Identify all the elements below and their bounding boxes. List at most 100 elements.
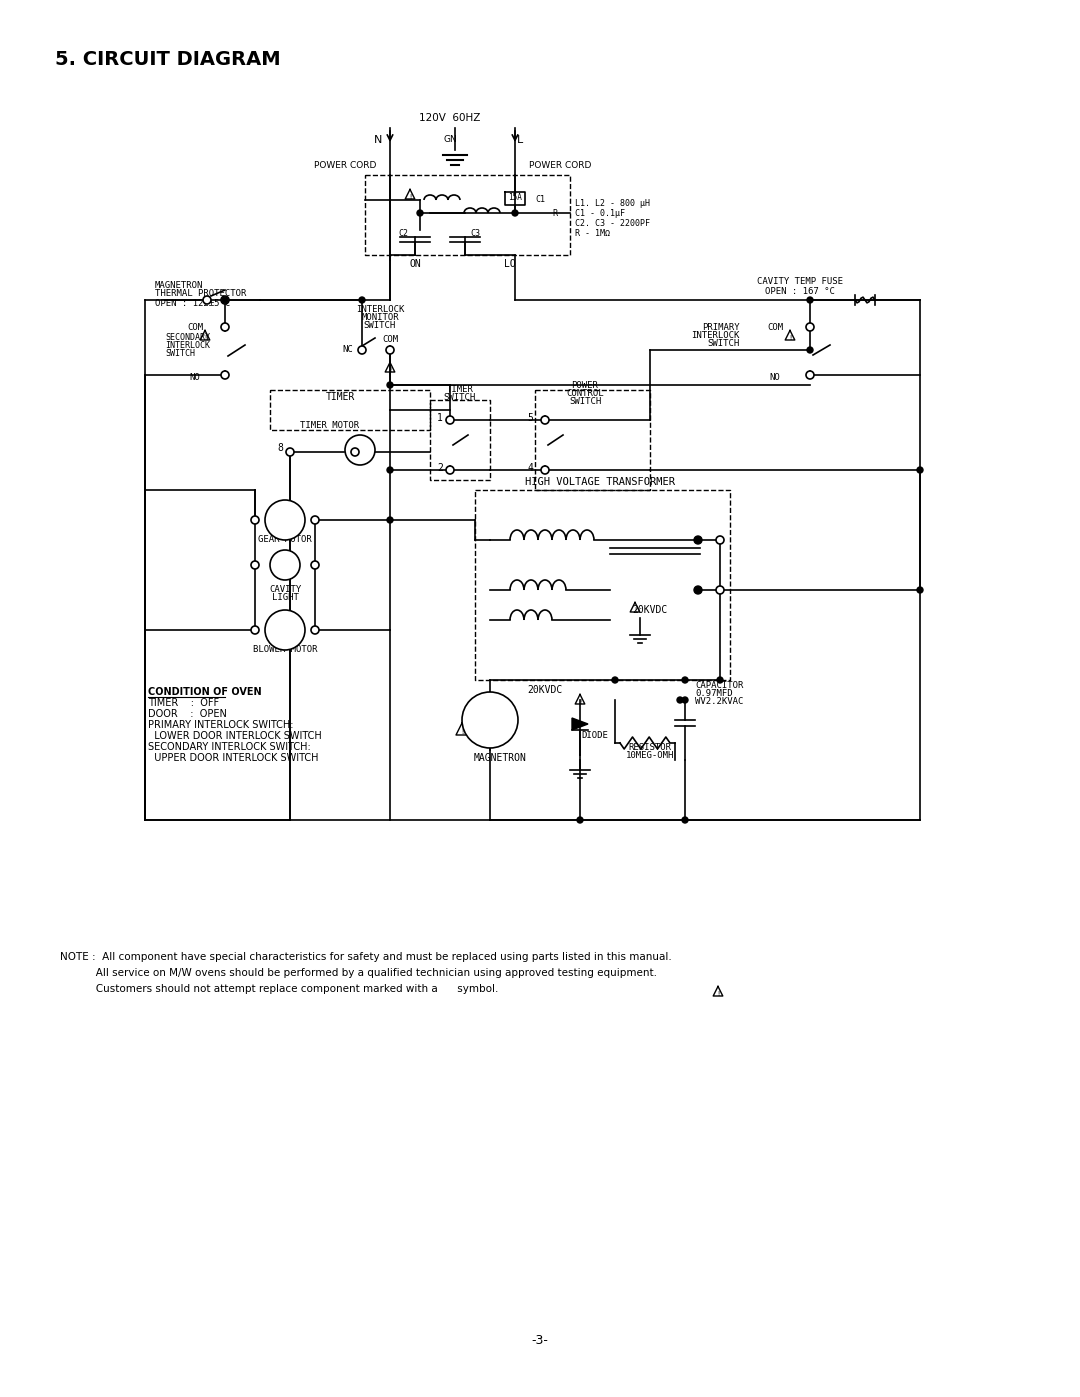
Text: 20KVDC: 20KVDC: [527, 685, 563, 694]
Text: GEAR MOTOR: GEAR MOTOR: [258, 535, 312, 545]
Text: CONTROL: CONTROL: [566, 388, 604, 398]
Text: SWITCH: SWITCH: [165, 348, 195, 358]
Text: 5: 5: [527, 414, 532, 423]
Circle shape: [446, 416, 454, 425]
Text: 120V  60HZ: 120V 60HZ: [419, 113, 481, 123]
Text: Customers should not attempt replace component marked with a      symbol.: Customers should not attempt replace com…: [60, 983, 498, 995]
Text: TIMER: TIMER: [446, 386, 473, 394]
Text: BLOWER MOTOR: BLOWER MOTOR: [253, 645, 318, 655]
Text: ON: ON: [409, 258, 421, 270]
Text: C2: C2: [399, 229, 408, 237]
Circle shape: [512, 210, 518, 217]
Text: INTERLOCK: INTERLOCK: [165, 341, 210, 349]
Text: LIGHT: LIGHT: [271, 594, 298, 602]
Text: HIGH VOLTAGE TRANSFORMER: HIGH VOLTAGE TRANSFORMER: [525, 476, 675, 488]
Circle shape: [387, 467, 393, 474]
Circle shape: [807, 346, 813, 353]
Text: POWER: POWER: [571, 380, 598, 390]
Text: !: !: [788, 335, 792, 341]
Circle shape: [221, 323, 229, 331]
Text: !: !: [578, 698, 582, 705]
Circle shape: [541, 467, 549, 474]
Text: SECONDARY: SECONDARY: [165, 332, 210, 341]
Text: -3-: -3-: [531, 1334, 549, 1347]
Text: SECONDARY INTERLOCK SWITCH:: SECONDARY INTERLOCK SWITCH:: [148, 742, 311, 752]
Circle shape: [681, 697, 688, 703]
Text: !: !: [203, 335, 207, 341]
Text: TIMER: TIMER: [325, 393, 354, 402]
Circle shape: [311, 515, 319, 524]
Text: COM: COM: [382, 335, 399, 345]
Text: GN: GN: [443, 136, 457, 144]
Text: CAVITY TEMP FUSE: CAVITY TEMP FUSE: [757, 278, 843, 286]
Text: C1 - 0.1μF: C1 - 0.1μF: [575, 208, 625, 218]
Circle shape: [251, 626, 259, 634]
Text: 7: 7: [362, 443, 368, 453]
Text: PRIMARY: PRIMARY: [702, 323, 740, 331]
Circle shape: [221, 372, 229, 379]
Text: !: !: [388, 367, 392, 373]
Text: R: R: [553, 208, 557, 218]
Circle shape: [251, 562, 259, 569]
Circle shape: [917, 467, 923, 474]
Text: NC: NC: [342, 345, 353, 355]
Text: 0.97MFD: 0.97MFD: [696, 689, 732, 697]
Circle shape: [807, 298, 813, 303]
Text: 15A: 15A: [508, 194, 522, 203]
Text: All service on M/W ovens should be performed by a qualified technician using app: All service on M/W ovens should be perfo…: [60, 968, 657, 978]
Text: 4: 4: [527, 462, 532, 474]
Text: SWITCH: SWITCH: [569, 397, 602, 405]
Text: !: !: [460, 729, 464, 735]
Text: C2. C3 - 2200PF: C2. C3 - 2200PF: [575, 218, 650, 228]
Text: C1: C1: [535, 196, 545, 204]
Text: SWITCH: SWITCH: [444, 394, 476, 402]
Text: WV2.2KVAC: WV2.2KVAC: [696, 697, 743, 705]
Text: NO: NO: [190, 373, 201, 383]
Text: DOOR    :  OPEN: DOOR : OPEN: [148, 710, 227, 719]
Circle shape: [286, 448, 294, 455]
Circle shape: [387, 517, 393, 522]
Circle shape: [221, 296, 229, 305]
Circle shape: [359, 298, 365, 303]
Text: INTERLOCK: INTERLOCK: [355, 306, 404, 314]
Circle shape: [677, 697, 683, 703]
Text: 5. CIRCUIT DIAGRAM: 5. CIRCUIT DIAGRAM: [55, 50, 281, 68]
Circle shape: [917, 587, 923, 592]
Circle shape: [351, 448, 359, 455]
Text: DIODE: DIODE: [581, 731, 608, 739]
Text: INTERLOCK: INTERLOCK: [691, 331, 740, 339]
Text: C3: C3: [470, 229, 480, 237]
Text: OPEN : 122±5°C: OPEN : 122±5°C: [156, 299, 230, 307]
Circle shape: [681, 678, 688, 683]
Text: TIMER    :  OFF: TIMER : OFF: [148, 698, 219, 708]
Text: !: !: [408, 194, 413, 200]
Text: CAPACITOR: CAPACITOR: [696, 680, 743, 690]
Text: 20KVDC: 20KVDC: [633, 605, 667, 615]
Text: SWITCH: SWITCH: [364, 321, 396, 331]
Text: TIMER MOTOR: TIMER MOTOR: [300, 420, 360, 429]
Text: RESISTOR: RESISTOR: [629, 743, 672, 753]
Circle shape: [462, 692, 518, 747]
Circle shape: [446, 467, 454, 474]
Circle shape: [386, 346, 394, 353]
Text: L: L: [517, 136, 523, 145]
Circle shape: [311, 626, 319, 634]
Circle shape: [387, 381, 393, 388]
Circle shape: [222, 298, 228, 303]
Circle shape: [251, 515, 259, 524]
Text: !: !: [716, 990, 720, 997]
Text: LOWER DOOR INTERLOCK SWITCH: LOWER DOOR INTERLOCK SWITCH: [148, 731, 322, 740]
Circle shape: [203, 296, 211, 305]
Text: COM: COM: [187, 323, 203, 331]
Circle shape: [716, 536, 724, 543]
Circle shape: [417, 210, 423, 217]
Text: POWER CORD: POWER CORD: [529, 161, 591, 169]
Circle shape: [311, 562, 319, 569]
Circle shape: [577, 817, 583, 823]
Text: THERMAL PROTECTOR: THERMAL PROTECTOR: [156, 289, 246, 299]
Text: OPEN : 167 °C: OPEN : 167 °C: [765, 286, 835, 296]
Circle shape: [694, 585, 702, 594]
Circle shape: [806, 372, 814, 379]
Text: 1: 1: [437, 414, 443, 423]
Text: COM: COM: [767, 323, 783, 331]
